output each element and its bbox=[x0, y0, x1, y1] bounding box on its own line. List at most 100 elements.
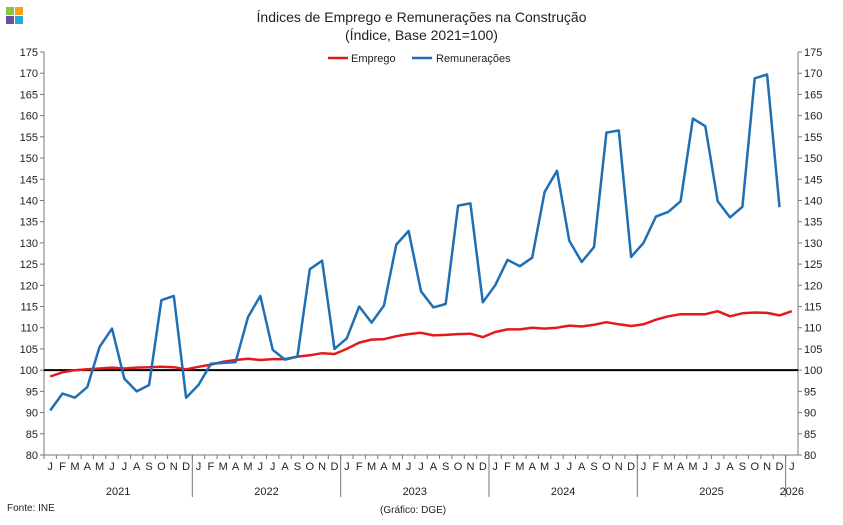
y-tick-label-right: 120 bbox=[804, 280, 822, 292]
x-tick-label: J bbox=[789, 461, 795, 473]
y-tick-label-right: 140 bbox=[804, 195, 822, 207]
x-tick-label: J bbox=[715, 461, 721, 473]
y-tick-label-left: 160 bbox=[20, 111, 38, 123]
x-tick-label: M bbox=[540, 461, 549, 473]
x-tick-label: A bbox=[380, 461, 388, 473]
x-tick-label: J bbox=[703, 461, 709, 473]
x-tick-label: A bbox=[529, 461, 537, 473]
year-label: 2021 bbox=[106, 486, 130, 498]
x-tick-label: J bbox=[47, 461, 53, 473]
x-tick-label: M bbox=[367, 461, 376, 473]
x-tick-label: D bbox=[775, 461, 783, 473]
x-tick-label: A bbox=[84, 461, 92, 473]
x-tick-label: A bbox=[726, 461, 734, 473]
y-tick-label-left: 125 bbox=[20, 259, 38, 271]
x-tick-label: D bbox=[479, 461, 487, 473]
year-label: 2024 bbox=[551, 486, 575, 498]
x-tick-label: J bbox=[418, 461, 424, 473]
x-tick-label: A bbox=[430, 461, 438, 473]
x-tick-label: J bbox=[344, 461, 350, 473]
x-tick-label: J bbox=[196, 461, 202, 473]
x-tick-label: F bbox=[208, 461, 215, 473]
y-tick-label-left: 175 bbox=[20, 47, 38, 59]
y-tick-label-right: 145 bbox=[804, 174, 822, 186]
x-tick-label: D bbox=[627, 461, 635, 473]
year-label: 2026 bbox=[780, 486, 804, 498]
x-tick-label: M bbox=[243, 461, 252, 473]
y-tick-label-left: 90 bbox=[26, 408, 38, 420]
y-tick-label-right: 155 bbox=[804, 132, 822, 144]
x-tick-label: S bbox=[442, 461, 449, 473]
y-tick-label-right: 80 bbox=[804, 450, 816, 462]
legend-label-remuneracoes: Remunerações bbox=[436, 53, 511, 65]
x-tick-label: J bbox=[406, 461, 412, 473]
y-tick-label-left: 145 bbox=[20, 174, 38, 186]
y-tick-label-left: 105 bbox=[20, 344, 38, 356]
x-tick-label: O bbox=[602, 461, 611, 473]
y-tick-label-left: 120 bbox=[20, 280, 38, 292]
y-tick-label-right: 170 bbox=[804, 68, 822, 80]
x-tick-label: A bbox=[578, 461, 586, 473]
x-tick-label: S bbox=[294, 461, 301, 473]
y-tick-label-left: 110 bbox=[20, 323, 38, 335]
x-tick-label: A bbox=[232, 461, 240, 473]
legend-label-emprego: Emprego bbox=[351, 53, 396, 65]
x-tick-label: F bbox=[356, 461, 363, 473]
y-tick-label-right: 85 bbox=[804, 429, 816, 441]
x-tick-label: M bbox=[219, 461, 228, 473]
x-tick-label: F bbox=[652, 461, 659, 473]
x-tick-label: O bbox=[305, 461, 314, 473]
x-tick-label: S bbox=[590, 461, 597, 473]
x-tick-label: M bbox=[392, 461, 401, 473]
y-tick-label-left: 100 bbox=[20, 365, 38, 377]
series-line-emprego bbox=[49, 309, 793, 378]
y-tick-label-left: 135 bbox=[20, 217, 38, 229]
y-tick-label-left: 95 bbox=[26, 386, 38, 398]
x-tick-label: N bbox=[170, 461, 178, 473]
y-tick-label-left: 115 bbox=[20, 302, 38, 314]
y-tick-label-right: 175 bbox=[804, 47, 822, 59]
x-tick-label: M bbox=[95, 461, 104, 473]
x-tick-label: J bbox=[554, 461, 560, 473]
year-label: 2023 bbox=[403, 486, 427, 498]
y-tick-label-right: 100 bbox=[804, 365, 822, 377]
x-tick-label: A bbox=[677, 461, 685, 473]
series-line-remuneracoes bbox=[49, 73, 781, 412]
x-tick-label: D bbox=[182, 461, 190, 473]
y-tick-label-right: 125 bbox=[804, 259, 822, 271]
x-tick-label: M bbox=[70, 461, 79, 473]
y-tick-label-left: 130 bbox=[20, 238, 38, 250]
x-tick-label: J bbox=[122, 461, 128, 473]
source-note: Fonte: INE bbox=[7, 503, 55, 514]
x-tick-label: J bbox=[641, 461, 647, 473]
x-tick-label: A bbox=[133, 461, 141, 473]
x-tick-label: D bbox=[330, 461, 338, 473]
x-tick-label: J bbox=[492, 461, 498, 473]
y-tick-label-right: 95 bbox=[804, 386, 816, 398]
chart-title: Índices de Emprego e Remunerações na Con… bbox=[256, 9, 587, 25]
year-label: 2025 bbox=[699, 486, 723, 498]
chart-subtitle: (Índice, Base 2021=100) bbox=[345, 27, 498, 43]
y-tick-label-left: 80 bbox=[26, 450, 38, 462]
x-tick-label: M bbox=[515, 461, 524, 473]
x-tick-label: M bbox=[664, 461, 673, 473]
y-tick-label-right: 90 bbox=[804, 408, 816, 420]
y-tick-label-right: 130 bbox=[804, 238, 822, 250]
x-tick-label: A bbox=[281, 461, 289, 473]
y-tick-label-left: 155 bbox=[20, 132, 38, 144]
x-tick-label: F bbox=[59, 461, 66, 473]
x-tick-label: N bbox=[615, 461, 623, 473]
x-tick-label: J bbox=[258, 461, 264, 473]
x-tick-label: J bbox=[567, 461, 573, 473]
y-tick-label-right: 110 bbox=[804, 323, 822, 335]
x-tick-label: J bbox=[270, 461, 276, 473]
dge-logo-icon bbox=[6, 7, 24, 25]
x-tick-label: O bbox=[750, 461, 759, 473]
x-tick-label: S bbox=[739, 461, 746, 473]
x-tick-label: J bbox=[109, 461, 115, 473]
x-tick-label: N bbox=[763, 461, 771, 473]
y-tick-label-left: 140 bbox=[20, 195, 38, 207]
y-tick-label-right: 165 bbox=[804, 89, 822, 101]
y-tick-label-left: 165 bbox=[20, 89, 38, 101]
